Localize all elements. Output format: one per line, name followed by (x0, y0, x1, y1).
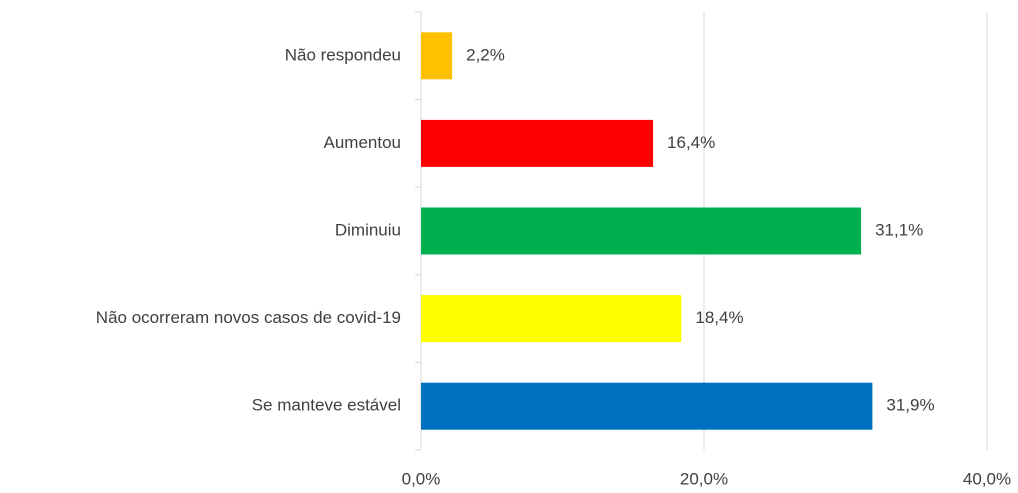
x-tick-label: 20,0% (680, 469, 728, 488)
data-label: 18,4% (695, 308, 743, 327)
data-label: 31,1% (875, 220, 923, 239)
bar (421, 32, 453, 80)
y-tick-label: Não ocorreram novos casos de covid-19 (96, 308, 401, 327)
y-tick-label: Se manteve estável (252, 396, 401, 415)
y-tick-label: Não respondeu (285, 45, 401, 64)
x-tick-label: 0,0% (402, 469, 441, 488)
y-tick-label: Aumentou (324, 133, 402, 152)
data-label: 2,2% (466, 45, 505, 64)
x-tick-label: 40,0% (963, 469, 1011, 488)
bar (421, 207, 862, 255)
data-label: 16,4% (667, 133, 715, 152)
bar (421, 295, 682, 343)
bar (421, 119, 654, 167)
y-tick-label: Diminuiu (335, 220, 401, 239)
data-label: 31,9% (886, 396, 934, 415)
bar (421, 382, 873, 430)
